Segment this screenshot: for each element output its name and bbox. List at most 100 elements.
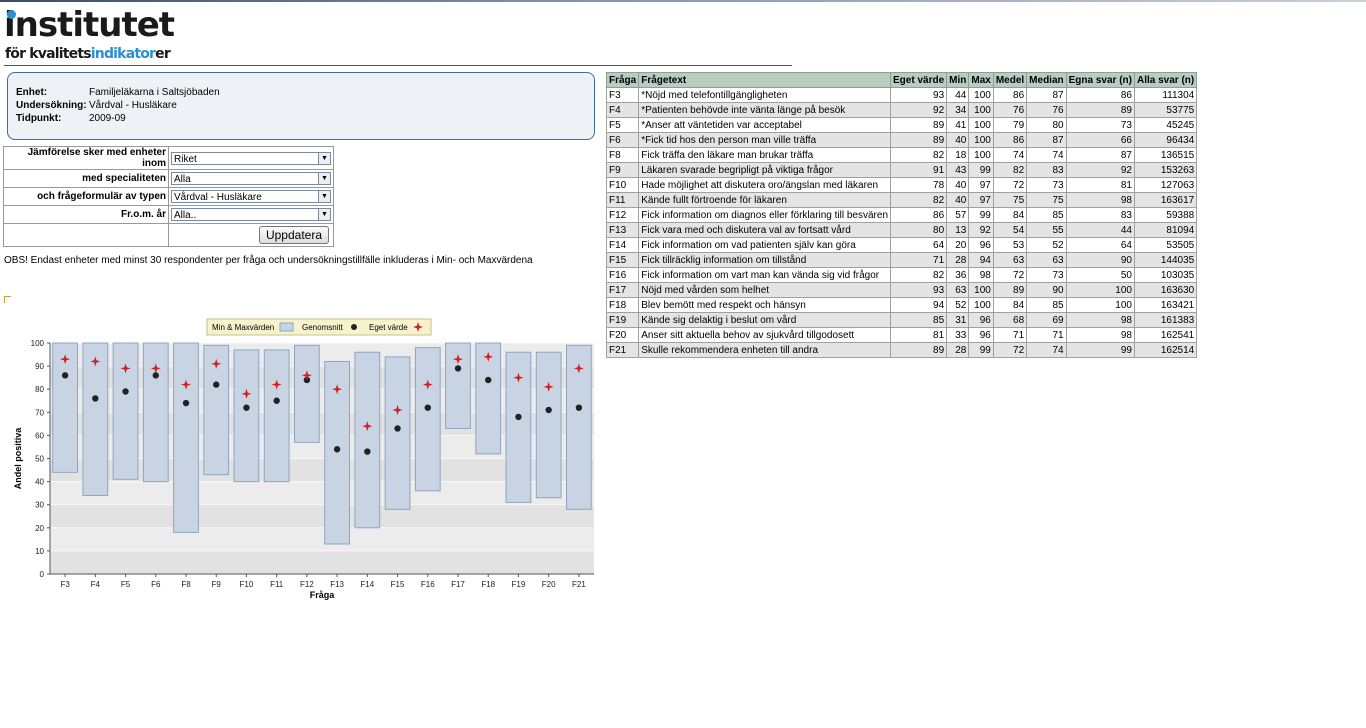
mean-point	[243, 404, 250, 411]
column-header: Min	[946, 72, 970, 88]
column-header: Median	[1026, 72, 1067, 88]
region-select[interactable]: Riket ▼	[171, 151, 331, 165]
table-cell: 69	[1026, 312, 1067, 328]
table-cell: 89	[890, 132, 948, 148]
table-cell: F20	[605, 327, 640, 343]
table-cell: 45245	[1133, 117, 1198, 133]
mean-point	[333, 446, 341, 453]
table-cell: Fick tillräcklig information om tillstån…	[638, 252, 892, 268]
column-header: Max	[968, 72, 994, 88]
specialty-select[interactable]: Alla ▼	[171, 172, 331, 185]
table-cell: 98	[968, 267, 994, 283]
table-cell: 54	[992, 222, 1028, 238]
table-cell: 100	[968, 102, 994, 118]
y-tick-label: 50	[35, 455, 44, 464]
range-bar	[414, 347, 441, 492]
column-header: Eget värde	[890, 72, 948, 88]
mean-point	[273, 397, 280, 404]
table-cell: 84	[992, 207, 1028, 223]
top-border	[0, 0, 1366, 2]
table-cell: 96434	[1133, 132, 1198, 148]
table-cell: F10	[605, 177, 640, 193]
table-cell: 81094	[1133, 222, 1198, 238]
filter-row: Jämförelse sker med enheter inom Riket ▼	[3, 146, 334, 170]
table-cell: 85	[890, 312, 948, 328]
form-type-select-value: Vårdval - Husläkare	[174, 192, 262, 203]
table-cell: Fick information om diagnos eller förkla…	[638, 207, 892, 223]
mean-point	[545, 406, 552, 414]
info-unit-label: Enhet:	[16, 87, 48, 98]
chart-grid-band	[50, 550, 594, 574]
logo-main-text: institutet	[4, 5, 175, 45]
table-cell: 98	[1065, 192, 1135, 208]
table-row: F3 *Nöjd med telefontillgängligheten 93 44 1…	[605, 87, 1198, 103]
table-cell: *Patienten behövde inte vänta länge på b…	[638, 102, 892, 118]
logo-sub-part-a: för kvalitets	[5, 46, 92, 62]
table-cell: 76	[1026, 102, 1067, 118]
x-tick-label: F3	[60, 580, 70, 589]
table-cell: 52	[946, 297, 970, 313]
table-cell: 41	[946, 117, 970, 133]
year-select[interactable]: Alla.. ▼	[171, 208, 331, 221]
logo-sub-part-c: er	[155, 46, 171, 62]
filter-year-label: Fr.o.m. år	[3, 205, 169, 224]
table-cell: 28	[946, 252, 970, 268]
range-bar	[263, 349, 290, 483]
table-cell: 85	[1026, 207, 1067, 223]
table-cell: 93	[890, 87, 948, 103]
table-row: F6 *Fick tid hos den person man ville trä…	[605, 132, 1198, 148]
table-cell: Blev bemött med respekt och hänsyn	[638, 297, 892, 313]
table-cell: F18	[605, 297, 640, 313]
table-cell: Skulle rekommendera enheten till andra	[638, 342, 892, 358]
table-cell: 100	[968, 132, 994, 148]
chevron-down-icon[interactable]: ▼	[318, 152, 330, 164]
table-row: F21 Skulle rekommendera enheten till andr…	[605, 342, 1198, 358]
range-bar	[535, 351, 562, 499]
info-time-label: Tidpunkt:	[16, 113, 62, 124]
table-cell: 40	[946, 132, 970, 148]
table-cell: 103035	[1133, 267, 1198, 283]
filter-table: Jämförelse sker med enheter inom Riket ▼ …	[3, 146, 334, 247]
chevron-down-icon[interactable]: ▼	[318, 173, 330, 184]
table-cell: 72	[992, 177, 1028, 193]
table-cell: 44	[1065, 222, 1135, 238]
own-value-point	[211, 358, 222, 369]
mean-point	[394, 425, 401, 432]
table-cell: 86	[1065, 87, 1135, 103]
table-cell: 82	[890, 147, 948, 163]
table-cell: 80	[1026, 117, 1067, 133]
broken-image-icon	[4, 296, 11, 303]
form-type-select[interactable]: Vårdval - Husläkare ▼	[171, 190, 331, 203]
chevron-down-icon[interactable]: ▼	[318, 209, 330, 220]
table-cell: F19	[605, 312, 640, 328]
mean-point	[92, 395, 99, 402]
info-survey-label: Undersökning:	[16, 100, 87, 111]
range-bar	[293, 344, 320, 443]
logo: institutet för kvalitetsindikatorer	[4, 8, 204, 64]
table-cell: Fick information om vart man kan vända s…	[638, 267, 892, 283]
table-cell: 76	[992, 102, 1028, 118]
mean-point	[454, 365, 462, 372]
table-cell: 87	[1026, 87, 1067, 103]
table-cell: 92	[1065, 162, 1135, 178]
y-tick-label: 90	[35, 362, 44, 371]
table-row: F10 Hade möjlighet att diskutera oro/ängs…	[605, 177, 1198, 193]
table-cell: 73	[1065, 117, 1135, 133]
range-bar	[52, 342, 79, 473]
table-cell: 52	[1026, 237, 1067, 253]
mean-point	[364, 448, 371, 455]
update-button[interactable]: Uppdatera	[258, 226, 329, 244]
chevron-down-icon[interactable]: ▼	[318, 191, 330, 202]
table-cell: 74	[992, 147, 1028, 163]
legend-swatch-own	[413, 322, 423, 332]
table-cell: 82	[992, 162, 1028, 178]
table-cell: 89	[890, 117, 948, 133]
table-header-row: Fråga Frågetext Eget värde Min Max Medel Media…	[605, 72, 1198, 88]
mean-point	[515, 413, 522, 421]
own-value-point	[362, 421, 373, 432]
table-row: F11 Kände fullt förtroende för läkaren 82 4…	[605, 192, 1198, 208]
filter-row: och frågeformulär av typen Vårdval - Hus…	[3, 187, 334, 206]
column-header: Alla svar (n)	[1133, 72, 1198, 88]
x-tick-label: F10	[240, 580, 254, 589]
table-cell: 13	[946, 222, 970, 238]
